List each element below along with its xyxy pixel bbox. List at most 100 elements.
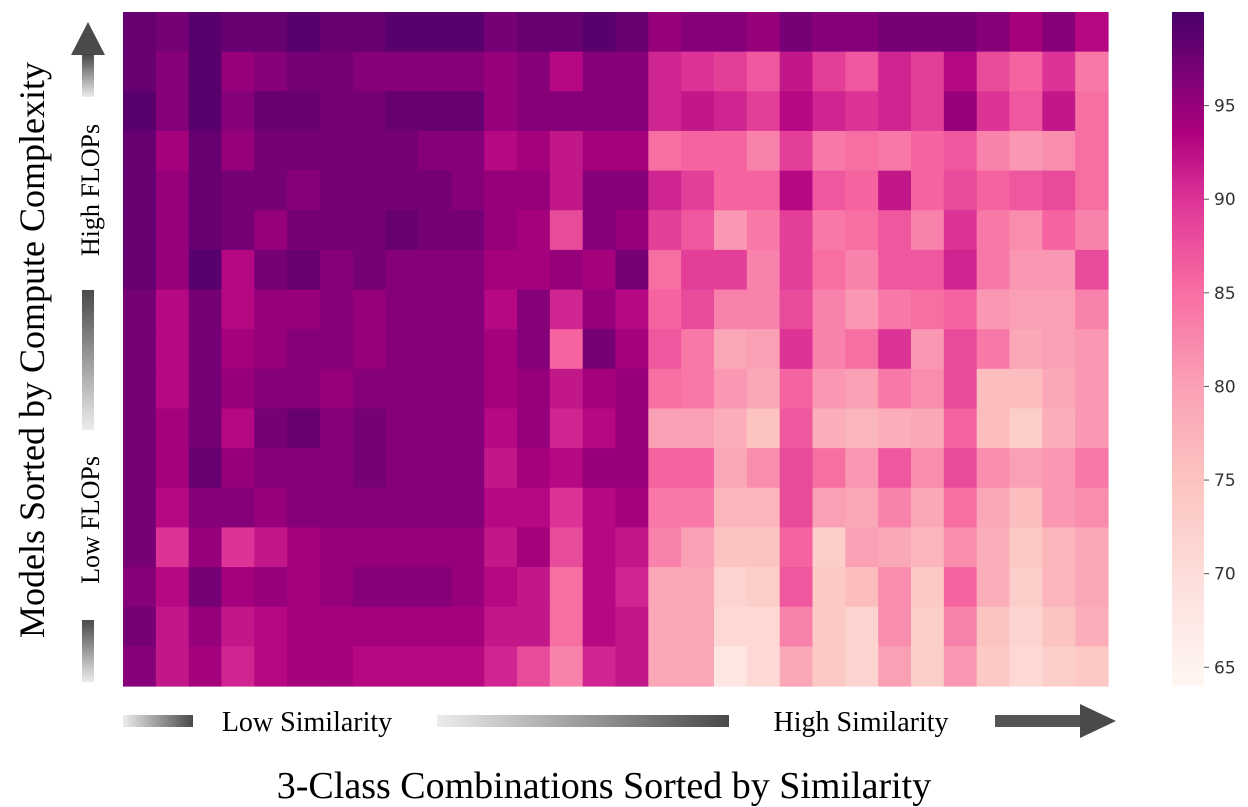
heatmap-cell	[779, 567, 814, 608]
heatmap-cell	[648, 249, 682, 291]
heatmap-cell	[1009, 487, 1043, 529]
heatmap-cell	[188, 210, 223, 251]
heatmap-cell	[385, 289, 420, 330]
heatmap-cell	[779, 527, 814, 568]
heatmap-cell	[517, 606, 551, 647]
heatmap-cell	[320, 91, 354, 132]
heatmap-cell	[254, 448, 288, 489]
heatmap-cell	[911, 249, 945, 291]
heatmap-cell	[352, 487, 387, 529]
heatmap-cell	[615, 210, 649, 251]
heatmap-cell	[878, 329, 912, 370]
heatmap-cell	[221, 12, 255, 53]
heatmap-cell	[385, 408, 420, 449]
heatmap-cell	[484, 12, 518, 53]
heatmap-cell	[418, 130, 452, 172]
heatmap-cell	[681, 249, 715, 291]
heatmap-cell	[943, 289, 978, 330]
heatmap-cell	[549, 130, 584, 172]
heatmap-cell	[714, 368, 748, 410]
heatmap-cell	[911, 170, 945, 211]
heatmap-cell	[779, 91, 814, 132]
heatmap-cell	[746, 567, 781, 608]
heatmap-cell	[714, 170, 748, 211]
heatmap-cell	[484, 606, 518, 647]
heatmap-cell	[418, 51, 452, 92]
heatmap-cell	[1009, 210, 1043, 251]
heatmap-cell	[845, 487, 879, 529]
heatmap-cell	[714, 606, 748, 647]
heatmap-cell	[352, 368, 387, 410]
heatmap-cell	[484, 646, 518, 687]
heatmap-cell	[385, 487, 420, 529]
heatmap-cell	[943, 130, 978, 172]
heatmap-cell	[188, 51, 223, 92]
heatmap-cell	[451, 210, 485, 251]
heatmap-cell	[746, 289, 781, 330]
heatmap-cell	[582, 567, 617, 608]
heatmap-cell	[320, 368, 354, 410]
heatmap-cell	[155, 51, 190, 92]
heatmap-cell	[188, 91, 223, 132]
heatmap-cell	[812, 448, 846, 489]
heatmap-cell	[615, 448, 649, 489]
colorbar-tick-label: 65	[1214, 658, 1236, 678]
heatmap-cell	[352, 567, 387, 608]
heatmap-cell	[976, 289, 1011, 330]
heatmap-cell	[746, 606, 781, 647]
heatmap-cell	[123, 289, 157, 330]
heatmap-cell	[681, 646, 715, 687]
heatmap-cell	[1009, 646, 1043, 687]
heatmap-cell	[517, 527, 551, 568]
heatmap-cell	[287, 130, 321, 172]
heatmap-cell	[911, 646, 945, 687]
heatmap-cell	[549, 408, 584, 449]
heatmap-cell	[779, 646, 814, 687]
heatmap-cell	[155, 606, 190, 647]
heatmap-cell	[878, 289, 912, 330]
heatmap-cell	[1042, 448, 1076, 489]
heatmap-cell	[878, 487, 912, 529]
heatmap-cell	[287, 606, 321, 647]
heatmap-cell	[221, 368, 255, 410]
heatmap-cell	[123, 12, 157, 53]
heatmap-cell	[681, 170, 715, 211]
heatmap-cell	[287, 289, 321, 330]
heatmap-cell	[320, 210, 354, 251]
heatmap-cell	[385, 606, 420, 647]
heatmap-cell	[976, 329, 1011, 370]
heatmap-cell	[254, 170, 288, 211]
heatmap-cell	[746, 527, 781, 568]
heatmap-cell	[549, 170, 584, 211]
heatmap-cell	[648, 91, 682, 132]
heatmap-cell	[878, 567, 912, 608]
x-arrow-low-label: Low Similarity	[222, 707, 392, 738]
heatmap-cell	[911, 210, 945, 251]
heatmap-cell	[1009, 567, 1043, 608]
heatmap-cell	[320, 249, 354, 291]
heatmap-cell	[517, 368, 551, 410]
heatmap-cell	[615, 91, 649, 132]
heatmap-cell	[254, 12, 288, 53]
heatmap-cell	[418, 646, 452, 687]
heatmap-cell	[812, 91, 846, 132]
heatmap-cell	[911, 289, 945, 330]
heatmap-cell	[484, 448, 518, 489]
heatmap-cell	[352, 606, 387, 647]
heatmap-cell	[582, 646, 617, 687]
heatmap-cell	[746, 91, 781, 132]
heatmap-cell	[943, 51, 978, 92]
heatmap-cell	[878, 130, 912, 172]
heatmap-cell	[681, 130, 715, 172]
heatmap-cell	[878, 408, 912, 449]
heatmap-cell	[188, 249, 223, 291]
heatmap-cell	[517, 130, 551, 172]
heatmap-cell	[582, 289, 617, 330]
heatmap-cell	[484, 368, 518, 410]
y-axis-title: Models Sorted by Compute Complexity	[12, 62, 52, 638]
heatmap-cell	[681, 289, 715, 330]
heatmap-cell	[648, 448, 682, 489]
heatmap-cell	[221, 91, 255, 132]
heatmap-cell	[911, 487, 945, 529]
heatmap-cell	[1042, 329, 1076, 370]
